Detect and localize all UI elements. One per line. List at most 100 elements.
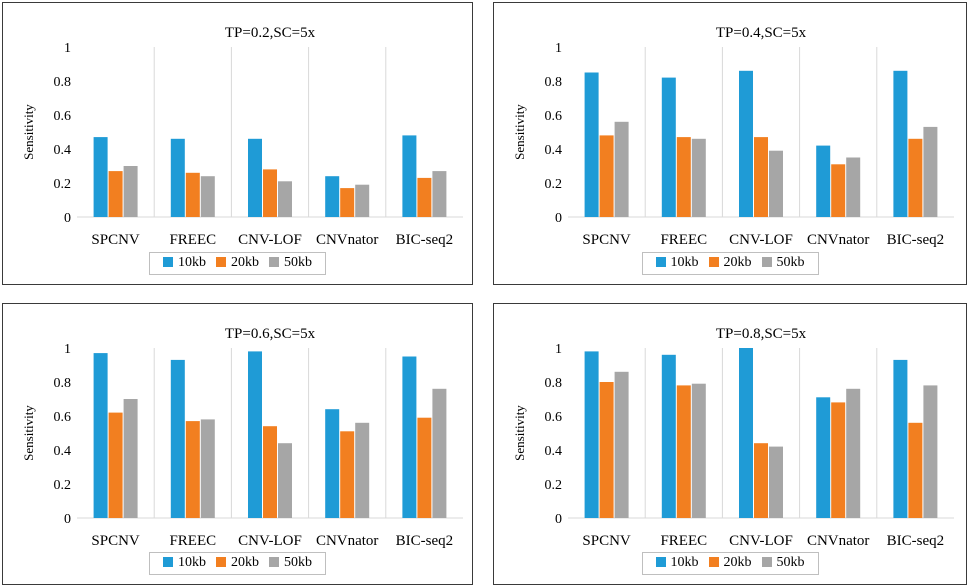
bar-20kb-spcnv: [599, 135, 614, 217]
bar-10kb-bic-seq2: [893, 359, 908, 518]
bar-20kb-cnv-lof: [754, 443, 768, 518]
chart-svg: TP=0.2,SC=5x Sensitivity 0 0.2 0.4 0.6 0.8 1 SPC…: [21, 25, 463, 248]
legend-item-10kb: 10kb: [655, 555, 699, 571]
bar-20kb-cnv-lof: [263, 169, 277, 217]
legend-label: 10kb: [670, 555, 699, 570]
y-tick-label: 0: [64, 211, 71, 226]
x-tick-label: CNV-LOF: [729, 232, 793, 248]
bar-10kb-cnvnator: [816, 145, 831, 217]
legend-item-20kb: 20kb: [216, 255, 259, 271]
bar-50kb-cnvnator: [355, 422, 370, 518]
y-axis-label: Sensitivity: [21, 104, 36, 160]
bar-20kb-freec: [185, 172, 200, 217]
legend-label: 10kb: [178, 555, 206, 570]
bar-20kb-bic-seq2: [417, 177, 432, 217]
legend: 10kb 20kb 50kb: [3, 552, 472, 575]
chart-title: TP=0.4,SC=5x: [716, 25, 807, 41]
bar-10kb-cnv-lof: [248, 351, 262, 518]
legend-swatch: [216, 557, 226, 567]
y-tick-label: 0: [64, 512, 71, 527]
x-tick-label: BIC-seq2: [887, 533, 945, 549]
chart-panel-tp-0-8: TP=0.8,SC=5x Sensitivity 0 0.2 0.4 0.6 0.8 1 SPC…: [493, 303, 967, 585]
x-tick-label: CNV-LOF: [238, 533, 302, 549]
legend: 10kb 20kb 50kb: [3, 252, 472, 275]
y-tick-label: 0.4: [545, 143, 563, 158]
bar-10kb-bic-seq2: [402, 356, 417, 518]
x-tick-label: CNVnator: [807, 533, 870, 549]
chart-title: TP=0.6,SC=5x: [225, 326, 316, 342]
legend-swatch: [216, 257, 226, 267]
bar-20kb-cnvnator: [340, 188, 355, 217]
y-tick-label: 0: [555, 512, 562, 527]
y-tick-label: 1: [555, 41, 562, 56]
chart-title: TP=0.8,SC=5x: [716, 326, 807, 342]
bar-50kb-cnv-lof: [278, 443, 292, 518]
x-tick-label: FREEC: [169, 232, 216, 248]
y-tick-label: 0.4: [54, 143, 72, 158]
bar-50kb-spcnv: [614, 371, 629, 518]
legend-item-20kb: 20kb: [708, 555, 752, 571]
legend-item-20kb: 20kb: [708, 255, 752, 271]
legend-item-10kb: 10kb: [655, 255, 699, 271]
bar-50kb-cnv-lof: [278, 181, 292, 217]
legend-swatch: [269, 557, 279, 567]
x-tick-label: CNV-LOF: [238, 232, 302, 248]
bar-10kb-cnvnator: [325, 409, 340, 518]
bar-50kb-freec: [691, 138, 706, 217]
bar-10kb-freec: [170, 359, 185, 518]
bar-10kb-cnv-lof: [739, 70, 753, 217]
y-axis-label: Sensitivity: [21, 405, 36, 461]
x-tick-label: FREEC: [660, 533, 707, 549]
bar-10kb-bic-seq2: [402, 135, 417, 217]
bar-20kb-freec: [185, 421, 200, 518]
chart-svg: TP=0.6,SC=5x Sensitivity 0 0.2 0.4 0.6 0.8 1 SPC…: [21, 326, 463, 549]
bar-10kb-freec: [661, 77, 676, 217]
legend-swatch: [761, 257, 772, 267]
legend-label: 20kb: [723, 555, 752, 570]
legend-item-50kb: 50kb: [761, 255, 805, 271]
bar-50kb-bic-seq2: [432, 171, 447, 217]
legend-swatch: [708, 557, 719, 567]
x-tick-label: CNVnator: [316, 533, 379, 549]
x-tick-label: CNVnator: [316, 232, 379, 248]
chart-panel-tp-0-6: TP=0.6,SC=5x Sensitivity 0 0.2 0.4 0.6 0.8 1 SPC…: [2, 303, 473, 585]
x-tick-label: CNV-LOF: [729, 533, 793, 549]
chart-panel-tp-0-2: TP=0.2,SC=5x Sensitivity 0 0.2 0.4 0.6 0.8 1 SPC…: [2, 2, 473, 285]
bar-10kb-spcnv: [584, 351, 599, 518]
bar-10kb-cnvnator: [325, 176, 340, 217]
x-tick-label: SPCNV: [91, 533, 140, 549]
y-axis-label: Sensitivity: [512, 104, 527, 160]
legend-swatch: [761, 557, 772, 567]
x-tick-label: FREEC: [169, 533, 216, 549]
bar-50kb-cnvnator: [846, 157, 861, 217]
bar-50kb-bic-seq2: [923, 126, 938, 217]
bar-10kb-cnv-lof: [739, 348, 753, 518]
bar-20kb-cnvnator: [340, 431, 355, 518]
bar-20kb-spcnv: [108, 412, 123, 518]
legend-swatch: [708, 257, 719, 267]
legend-label: 20kb: [723, 255, 752, 270]
y-axis-label: Sensitivity: [512, 405, 527, 461]
y-tick-label: 0.8: [545, 376, 563, 391]
y-tick-label: 0.8: [54, 376, 72, 391]
legend-item-10kb: 10kb: [163, 255, 206, 271]
bar-20kb-spcnv: [599, 382, 614, 518]
x-tick-label: SPCNV: [91, 232, 140, 248]
bar-20kb-bic-seq2: [908, 138, 923, 217]
legend-swatch: [655, 557, 666, 567]
bar-50kb-spcnv: [123, 399, 138, 518]
bar-50kb-freec: [691, 383, 706, 518]
bar-50kb-freec: [200, 419, 215, 518]
legend-label: 10kb: [670, 255, 699, 270]
bar-50kb-cnvnator: [846, 388, 861, 518]
y-tick-label: 1: [555, 342, 562, 357]
bar-20kb-cnv-lof: [754, 137, 768, 217]
bar-10kb-cnv-lof: [248, 138, 262, 217]
x-tick-label: BIC-seq2: [396, 533, 454, 549]
bar-50kb-bic-seq2: [923, 385, 938, 518]
y-tick-label: 0.4: [545, 444, 563, 459]
chart-svg: TP=0.8,SC=5x Sensitivity 0 0.2 0.4 0.6 0.8 1 SPC…: [512, 326, 954, 549]
legend-label: 50kb: [776, 555, 805, 570]
y-tick-label: 0.6: [545, 109, 563, 124]
bar-20kb-bic-seq2: [908, 422, 923, 518]
